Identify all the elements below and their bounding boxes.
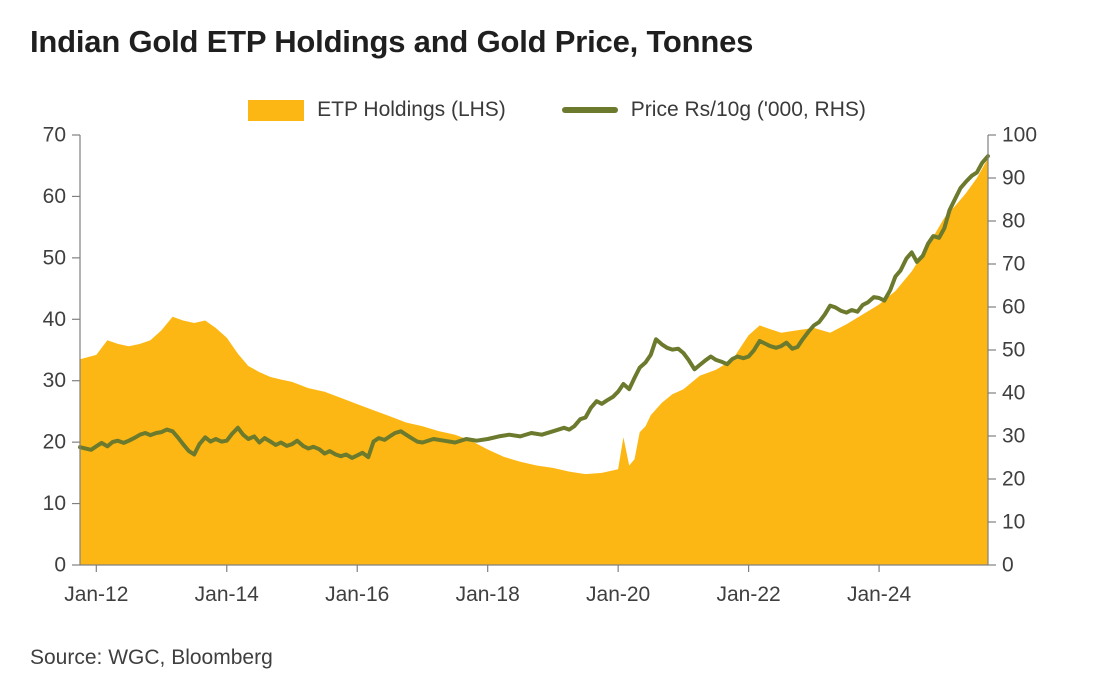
right-axis-tick-label: 40 bbox=[1002, 382, 1025, 405]
x-axis-tick-label: Jan-16 bbox=[325, 583, 389, 606]
x-axis-tick-label: Jan-22 bbox=[716, 583, 780, 606]
legend-item-gold-price: Price Rs/10g ('000, RHS) bbox=[561, 98, 866, 122]
right-axis-tick-label: 30 bbox=[1002, 425, 1025, 448]
left-axis-tick-label: 40 bbox=[43, 308, 66, 331]
chart-legend: ETP Holdings (LHS) Price Rs/10g ('000, R… bbox=[0, 98, 1114, 122]
right-axis-tick-label: 80 bbox=[1002, 210, 1025, 233]
etp-holdings-area bbox=[80, 158, 988, 566]
gold-price-line bbox=[78, 154, 990, 460]
right-axis-tick-label: 20 bbox=[1002, 468, 1025, 491]
etp-holdings-area-swatch bbox=[248, 99, 305, 121]
left-axis-tick-label: 60 bbox=[43, 185, 66, 208]
left-axis-tick-label: 10 bbox=[43, 492, 66, 515]
x-axis-tick-label: Jan-12 bbox=[64, 583, 128, 606]
x-axis-tick-label: Jan-18 bbox=[456, 583, 520, 606]
right-axis-tick-label: 70 bbox=[1002, 253, 1025, 276]
x-axis-tick-label: Jan-20 bbox=[586, 583, 650, 606]
right-axis-tick-label: 0 bbox=[1002, 554, 1014, 577]
etp-holdings-legend-label: ETP Holdings (LHS) bbox=[317, 98, 506, 121]
right-axis-tick-label: 100 bbox=[1002, 124, 1037, 147]
chart-title: Indian Gold ETP Holdings and Gold Price,… bbox=[30, 24, 754, 59]
left-axis-tick-label: 30 bbox=[43, 369, 66, 392]
left-axis-tick-label: 50 bbox=[43, 246, 66, 269]
gold-price-line-swatch bbox=[561, 107, 618, 113]
right-axis-tick-label: 90 bbox=[1002, 167, 1025, 190]
right-axis-tick-label: 10 bbox=[1002, 511, 1025, 534]
gold-price-legend-label: Price Rs/10g ('000, RHS) bbox=[630, 98, 866, 121]
left-axis-tick-label: 20 bbox=[43, 431, 66, 454]
legend-item-etp-holdings: ETP Holdings (LHS) bbox=[248, 98, 506, 122]
right-axis-tick-label: 50 bbox=[1002, 339, 1025, 362]
x-axis-tick-label: Jan-24 bbox=[847, 583, 912, 606]
left-axis-tick-label: 70 bbox=[43, 124, 66, 147]
x-axis-tick-label: Jan-14 bbox=[195, 583, 260, 606]
chart-plot: 0 10 20 30 40 50 60 70 0 10 20 30 40 50 60 70 80 90 100 Jan… bbox=[43, 124, 1037, 607]
source-note: Source: WGC, Bloomberg bbox=[30, 646, 273, 669]
right-axis-tick-label: 60 bbox=[1002, 296, 1025, 319]
left-axis-tick-label: 0 bbox=[54, 554, 66, 577]
